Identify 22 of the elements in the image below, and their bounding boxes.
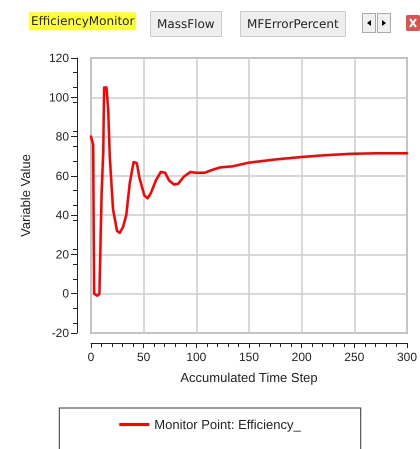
- text: MFErrorPercent: [247, 17, 339, 31]
- y-tick-label: 0: [62, 286, 70, 301]
- x-tick-label: 300: [396, 350, 418, 364]
- x-axis-title: Accumulated Time Step: [180, 370, 318, 385]
- line-series: [90, 86, 408, 297]
- x-tick-label: 50: [136, 350, 151, 364]
- y-tick-label: 60: [56, 168, 70, 183]
- x-tick-label: 200: [292, 350, 312, 364]
- y-tick-label: 40: [56, 208, 70, 222]
- text: EfficiencyMonitor: [29, 12, 136, 30]
- y-tick-label: 120: [48, 51, 70, 65]
- x-tick-label: 150: [238, 350, 260, 364]
- y-axis-title: Variable Value: [18, 154, 33, 237]
- text: MassFlow: [157, 17, 215, 31]
- y-tick-label: 100: [48, 90, 70, 104]
- y-tick-label: 20: [56, 247, 70, 262]
- y-tick-label: 80: [56, 130, 70, 144]
- legend-label: Monitor Point: Efficiency_: [154, 417, 302, 432]
- x-tick-label: 0: [88, 350, 95, 364]
- y-tick-label: -20: [52, 326, 70, 340]
- x-tick-label: 100: [186, 350, 207, 364]
- x-tick-label: 250: [344, 350, 365, 364]
